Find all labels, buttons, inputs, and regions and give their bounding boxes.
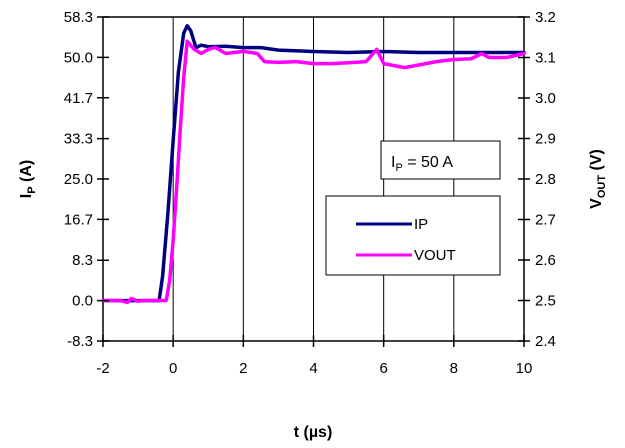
y-axis-title-right-unit: (V) bbox=[588, 149, 605, 175]
y-left-tick-label-0: 58.3 bbox=[64, 9, 93, 26]
legend: IP VOUT bbox=[325, 195, 501, 276]
x-tick-label-5: 8 bbox=[450, 360, 458, 377]
series-line-vout bbox=[101, 39, 526, 305]
y-axis-title-right-sub: OUT bbox=[596, 175, 608, 199]
y-right-tick-label-7: 2.5 bbox=[535, 293, 556, 310]
axes-group: -2 0 2 4 6 8 10 58.3 50.0 41.7 33.3 25.0 16.7 8.3 0.0 -… bbox=[64, 9, 556, 377]
x-tick-label-3: 4 bbox=[309, 360, 317, 377]
y-axis-title-right: VOUT (V) bbox=[588, 149, 608, 209]
y-right-tick-label-4: 2.8 bbox=[535, 171, 556, 188]
x-tick-label-1: 0 bbox=[169, 360, 177, 377]
y-left-tick-label-5: 16.7 bbox=[64, 211, 93, 228]
y-left-tick-label-2: 41.7 bbox=[64, 90, 93, 107]
annotation-label: IP = 50 A bbox=[391, 154, 453, 174]
y-left-tick-label-3: 33.3 bbox=[64, 131, 93, 148]
y-left-tick-label-8: -8.3 bbox=[67, 333, 93, 350]
series-line-ip bbox=[101, 24, 526, 303]
annotation-sub: P bbox=[395, 162, 402, 174]
annotation-main: I bbox=[391, 154, 395, 171]
x-axis-title: t (µs) bbox=[294, 424, 333, 441]
y-right-tick-label-2: 3.0 bbox=[535, 90, 556, 107]
x-tick-label-6: 10 bbox=[516, 360, 533, 377]
series-group bbox=[101, 24, 526, 305]
y-axis-title-left: IP (A) bbox=[18, 160, 38, 198]
y-right-tick-label-6: 2.6 bbox=[535, 252, 556, 269]
y-axis-title-left-main: I bbox=[18, 194, 35, 198]
y-left-tick-label-4: 25.0 bbox=[64, 171, 93, 188]
legend-label-ip: IP bbox=[414, 216, 428, 233]
y-right-tick-label-0: 3.2 bbox=[535, 9, 556, 26]
y-right-tick-label-3: 2.9 bbox=[535, 131, 556, 148]
y-right-tick-label-5: 2.7 bbox=[535, 212, 556, 229]
x-tick-label-4: 6 bbox=[379, 360, 387, 377]
annotation-frame bbox=[380, 140, 501, 180]
annotation-box: IP = 50 A bbox=[380, 140, 501, 180]
y-left-tick-label-6: 8.3 bbox=[72, 252, 93, 269]
legend-label-vout: VOUT bbox=[414, 247, 456, 264]
legend-frame bbox=[325, 195, 501, 276]
annotation-rest: = 50 A bbox=[403, 154, 454, 171]
y-axis-title-left-unit: (A) bbox=[18, 160, 35, 187]
y-axis-title-left-sub: P bbox=[26, 186, 38, 193]
y-left-tick-label-1: 50.0 bbox=[64, 49, 93, 66]
x-tick-label-0: -2 bbox=[96, 360, 109, 377]
y-right-tick-label-1: 3.1 bbox=[535, 50, 556, 67]
y-left-tick-label-7: 0.0 bbox=[72, 293, 93, 310]
y-axis-title-right-main: V bbox=[588, 198, 605, 209]
x-tick-label-2: 2 bbox=[239, 360, 247, 377]
y-right-tick-label-8: 2.4 bbox=[535, 333, 556, 350]
